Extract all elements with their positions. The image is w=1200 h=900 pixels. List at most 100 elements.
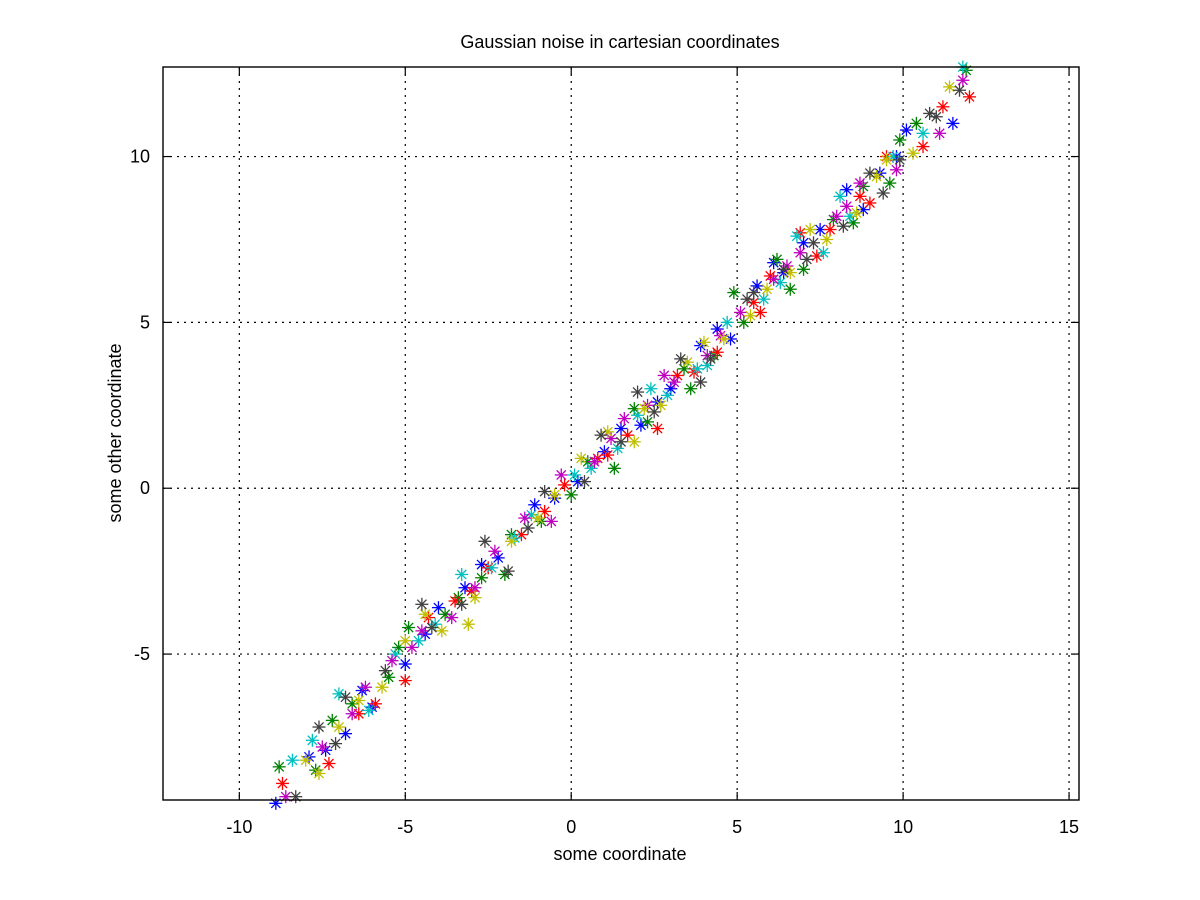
scatter-point bbox=[916, 140, 930, 154]
scatter-point bbox=[601, 448, 615, 462]
scatter-point bbox=[836, 219, 850, 233]
scatter-point bbox=[269, 796, 283, 810]
scatter-point bbox=[697, 335, 711, 349]
scatter-point bbox=[352, 693, 366, 707]
scatter-point bbox=[916, 126, 930, 140]
scatter-point bbox=[617, 412, 631, 426]
scatter-point bbox=[853, 189, 867, 203]
y-tick-label: -5 bbox=[134, 644, 150, 664]
scatter-point bbox=[790, 229, 804, 243]
scatter-point bbox=[312, 766, 326, 780]
scatter-point bbox=[674, 352, 688, 366]
scatter-point bbox=[840, 199, 854, 213]
scatter-point bbox=[362, 703, 376, 717]
x-tick-label: -5 bbox=[397, 817, 413, 837]
scatter-point bbox=[889, 163, 903, 177]
scatter-point bbox=[468, 591, 482, 605]
scatter-point bbox=[651, 422, 665, 436]
scatter-point bbox=[800, 252, 814, 266]
scatter-point bbox=[315, 740, 329, 754]
scatter-point bbox=[285, 753, 299, 767]
y-axis-label: some other coordinate bbox=[105, 343, 125, 522]
scatter-point bbox=[485, 561, 499, 575]
scatter-point bbox=[614, 422, 628, 436]
plot-frame bbox=[162, 66, 1080, 801]
scatter-point bbox=[518, 511, 532, 525]
scatter-point bbox=[504, 534, 518, 548]
chart-title: Gaussian noise in cartesian coordinates bbox=[460, 32, 779, 52]
scatter-point bbox=[953, 83, 967, 97]
scatter-point bbox=[830, 209, 844, 223]
x-tick-label: 5 bbox=[732, 817, 742, 837]
scatter-point bbox=[388, 647, 402, 661]
scatter-point bbox=[747, 286, 761, 300]
axis-ticks: -10 -5 0 5 10 15 -5 0 5 10 bbox=[130, 67, 1079, 837]
scatter-point bbox=[345, 707, 359, 721]
scatter-point bbox=[850, 206, 864, 220]
scatter-point bbox=[568, 468, 582, 482]
scatter-point bbox=[621, 428, 635, 442]
scatter-point bbox=[667, 375, 681, 389]
scatter-point bbox=[587, 455, 601, 469]
scatter-point bbox=[594, 428, 608, 442]
scatter-point bbox=[883, 176, 897, 190]
scatter-point bbox=[943, 80, 957, 94]
scatter-point bbox=[893, 133, 907, 147]
scatter-point bbox=[670, 368, 684, 382]
y-tick-label: 5 bbox=[140, 312, 150, 332]
scatter-point bbox=[468, 581, 482, 595]
scatter-point bbox=[531, 511, 545, 525]
scatter-point bbox=[797, 262, 811, 276]
scatter-point bbox=[415, 597, 429, 611]
scatter-point bbox=[501, 564, 515, 578]
scatter-point bbox=[641, 415, 655, 429]
scatter-point bbox=[720, 315, 734, 329]
scatter-point bbox=[853, 176, 867, 190]
scatter-point bbox=[863, 166, 877, 180]
scatter-point bbox=[929, 110, 943, 124]
scatter-point bbox=[880, 153, 894, 167]
x-axis-label: some coordinate bbox=[553, 844, 686, 864]
y-tick-label: 10 bbox=[130, 147, 150, 167]
scatter-point bbox=[548, 488, 562, 502]
scatter-point bbox=[770, 252, 784, 266]
scatter-point bbox=[783, 282, 797, 296]
scatter-point bbox=[823, 223, 837, 237]
scatter-point bbox=[743, 309, 757, 323]
scatter-point bbox=[544, 514, 558, 528]
scatter-point bbox=[863, 196, 877, 210]
scatter-point bbox=[767, 272, 781, 286]
scatter-point bbox=[455, 567, 469, 581]
scatter-point bbox=[398, 657, 412, 671]
scatter-point bbox=[299, 753, 313, 767]
y-tick-label: 0 bbox=[140, 478, 150, 498]
scatter-point bbox=[631, 385, 645, 399]
scatter-point bbox=[312, 720, 326, 734]
scatter-point bbox=[425, 621, 439, 635]
scatter-point bbox=[554, 468, 568, 482]
scatter-point bbox=[820, 232, 834, 246]
scatter-point bbox=[637, 402, 651, 416]
x-tick-label: 10 bbox=[893, 817, 913, 837]
scatter-point bbox=[933, 126, 947, 140]
scatter-point bbox=[332, 720, 346, 734]
scatter-point bbox=[956, 73, 970, 87]
scatter-point bbox=[358, 680, 372, 694]
scatter-point bbox=[899, 123, 913, 137]
scatter-point bbox=[528, 498, 542, 512]
scatter-point bbox=[275, 776, 289, 790]
scatter-point bbox=[644, 382, 658, 396]
scatter-point bbox=[435, 624, 449, 638]
scatter-point bbox=[806, 236, 820, 250]
scatter-point bbox=[305, 733, 319, 747]
scatter-point bbox=[690, 362, 704, 376]
scatter-point bbox=[936, 100, 950, 114]
scatter-point bbox=[760, 282, 774, 296]
scatter-point bbox=[538, 485, 552, 499]
scatter-point bbox=[803, 223, 817, 237]
scatter-point bbox=[385, 654, 399, 668]
scatter-point bbox=[378, 664, 392, 678]
scatter-point bbox=[647, 405, 661, 419]
